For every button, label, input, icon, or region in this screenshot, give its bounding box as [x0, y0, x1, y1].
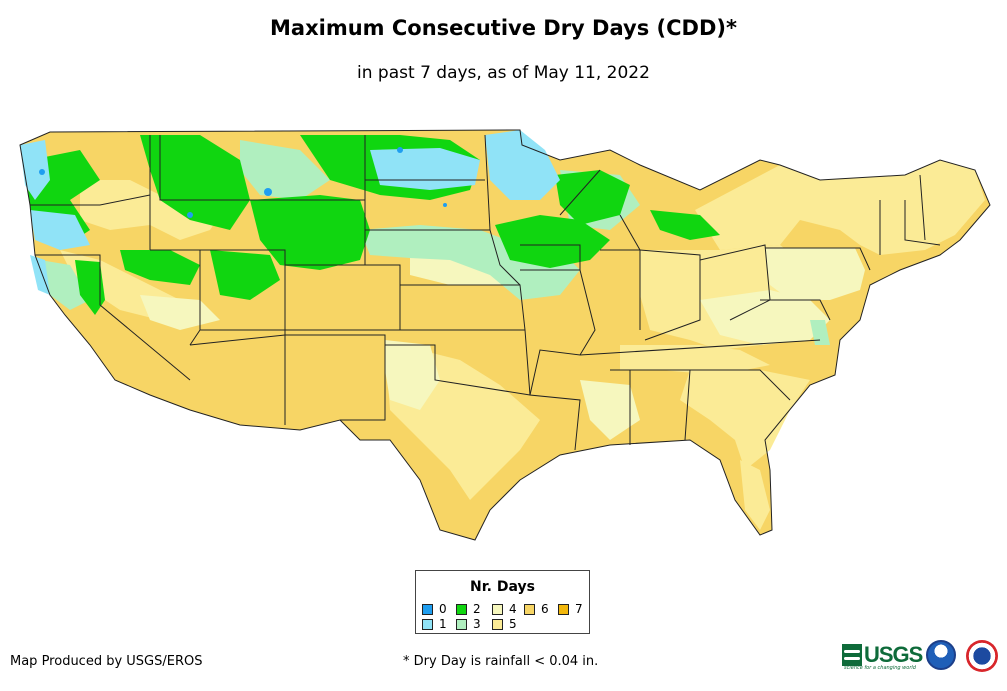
map-title: Maximum Consecutive Dry Days (CDD)* — [270, 16, 737, 40]
legend-item-4: 4 — [492, 602, 517, 616]
zone-0-days — [39, 147, 447, 218]
usgs-tagline: science for a changing world — [844, 665, 916, 671]
legend-item-6: 6 — [524, 602, 549, 616]
legend-swatch-3 — [456, 618, 467, 630]
legend-item-3: 3 — [456, 617, 481, 631]
legend-swatch-0 — [422, 603, 433, 615]
usgs-wordmark: USGS — [864, 642, 923, 667]
legend-label: 5 — [509, 617, 517, 631]
legend-item-7: 7 — [558, 602, 583, 616]
usgs-wave-icon — [842, 644, 862, 666]
legend-swatch-2 — [456, 603, 467, 615]
legend-item-5: 5 — [492, 617, 517, 631]
legend-label: 3 — [473, 617, 481, 631]
legend-label: 2 — [473, 602, 481, 616]
legend-swatch-5 — [492, 618, 503, 630]
legend-swatch-6 — [524, 603, 535, 615]
noaa-logo-icon — [926, 640, 956, 670]
agency-logos: USGS science for a changing world — [842, 638, 1002, 678]
legend-swatch-1 — [422, 618, 433, 630]
legend-item-2: 2 — [456, 602, 481, 616]
legend-label: 1 — [439, 617, 447, 631]
producer-credit: Map Produced by USGS/EROS — [10, 654, 203, 669]
nws-logo-icon — [966, 640, 998, 672]
legend-swatch-4 — [492, 603, 503, 615]
legend-label: 7 — [575, 602, 583, 616]
dry-day-footnote: * Dry Day is rainfall < 0.04 in. — [403, 654, 599, 669]
legend-label: 4 — [509, 602, 517, 616]
legend: Nr. Days 0 2 4 6 7 1 3 5 — [415, 570, 590, 634]
state-borders — [19, 129, 991, 541]
legend-title: Nr. Days — [470, 579, 535, 595]
legend-label: 0 — [439, 602, 447, 616]
map-subtitle: in past 7 days, as of May 11, 2022 — [357, 63, 650, 83]
legend-swatch-7 — [558, 603, 569, 615]
legend-label: 6 — [541, 602, 549, 616]
usgs-logo: USGS — [842, 642, 923, 668]
legend-item-1: 1 — [422, 617, 447, 631]
legend-item-0: 0 — [422, 602, 447, 616]
